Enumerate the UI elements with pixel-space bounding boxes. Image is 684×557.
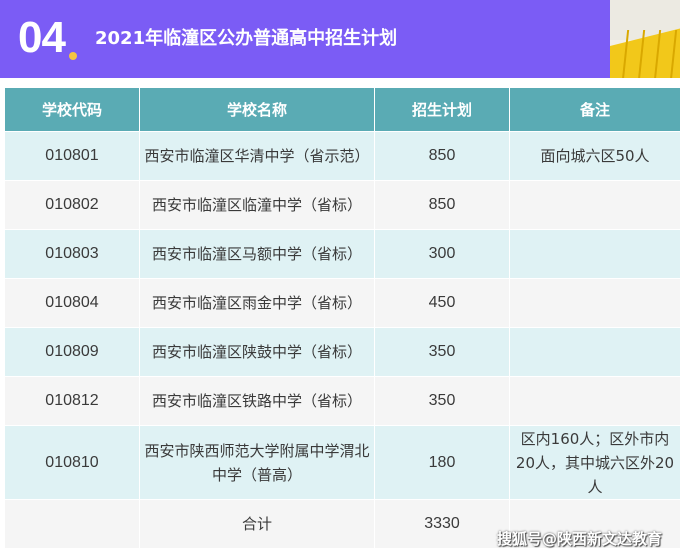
total-code (4, 499, 140, 549)
header-remarks: 备注 (509, 87, 681, 132)
header-enrollment-plan: 招生计划 (374, 87, 510, 132)
cell-plan: 300 (374, 229, 510, 279)
cell-code: 010804 (4, 278, 140, 328)
accent-dot (69, 52, 77, 60)
cell-code: 010809 (4, 327, 140, 377)
table-row: 010802 西安市临潼区临潼中学（省标） 850 (4, 180, 681, 230)
header-school-name: 学校名称 (139, 87, 375, 132)
header-school-code: 学校代码 (4, 87, 140, 132)
section-title: 2021年临潼区公办普通高中招生计划 (95, 28, 398, 49)
cell-name: 西安市陕西师范大学附属中学渭北中学（普高） (139, 425, 375, 500)
cell-plan: 180 (374, 425, 510, 500)
section-banner: 04 2021年临潼区公办普通高中招生计划 (0, 0, 680, 78)
table-total-row: 合计 3330 (4, 499, 681, 549)
cell-note (509, 229, 681, 279)
cell-note (509, 327, 681, 377)
cell-plan: 350 (374, 327, 510, 377)
cell-name: 西安市临潼区铁路中学（省标） (139, 376, 375, 426)
cell-code: 010810 (4, 425, 140, 500)
source-watermark: 搜狐号@陕西新文达教育 (497, 530, 663, 548)
cell-name: 西安市临潼区雨金中学（省标） (139, 278, 375, 328)
cell-plan: 350 (374, 376, 510, 426)
cell-code: 010803 (4, 229, 140, 279)
cell-note (509, 180, 681, 230)
table-row: 010803 西安市临潼区马额中学（省标） 300 (4, 229, 681, 279)
cell-name: 西安市临潼区陕鼓中学（省标） (139, 327, 375, 377)
cell-note: 区内160人；区外市内20人，其中城六区外20人 (509, 425, 681, 500)
table-row: 010810 西安市陕西师范大学附属中学渭北中学（普高） 180 区内160人；… (4, 425, 681, 500)
table-row: 010812 西安市临潼区铁路中学（省标） 350 (4, 376, 681, 426)
cell-code: 010801 (4, 131, 140, 181)
table-header-row: 学校代码 学校名称 招生计划 备注 (4, 87, 681, 132)
cell-code: 010802 (4, 180, 140, 230)
enrollment-table: 学校代码 学校名称 招生计划 备注 010801 西安市临潼区华清中学（省示范）… (4, 87, 681, 549)
cell-plan: 450 (374, 278, 510, 328)
cell-name: 西安市临潼区临潼中学（省标） (139, 180, 375, 230)
banner-photo (610, 0, 680, 78)
total-note (509, 499, 681, 549)
total-plan: 3330 (374, 499, 510, 549)
table-row: 010809 西安市临潼区陕鼓中学（省标） 350 (4, 327, 681, 377)
total-label: 合计 (139, 499, 375, 549)
cell-plan: 850 (374, 131, 510, 181)
cell-note: 面向城六区50人 (509, 131, 681, 181)
table-row: 010801 西安市临潼区华清中学（省示范） 850 面向城六区50人 (4, 131, 681, 181)
section-number: 04 (18, 13, 66, 62)
cell-name: 西安市临潼区华清中学（省示范） (139, 131, 375, 181)
cell-name: 西安市临潼区马额中学（省标） (139, 229, 375, 279)
cell-plan: 850 (374, 180, 510, 230)
cell-note (509, 278, 681, 328)
cell-code: 010812 (4, 376, 140, 426)
table-row: 010804 西安市临潼区雨金中学（省标） 450 (4, 278, 681, 328)
cell-note (509, 376, 681, 426)
